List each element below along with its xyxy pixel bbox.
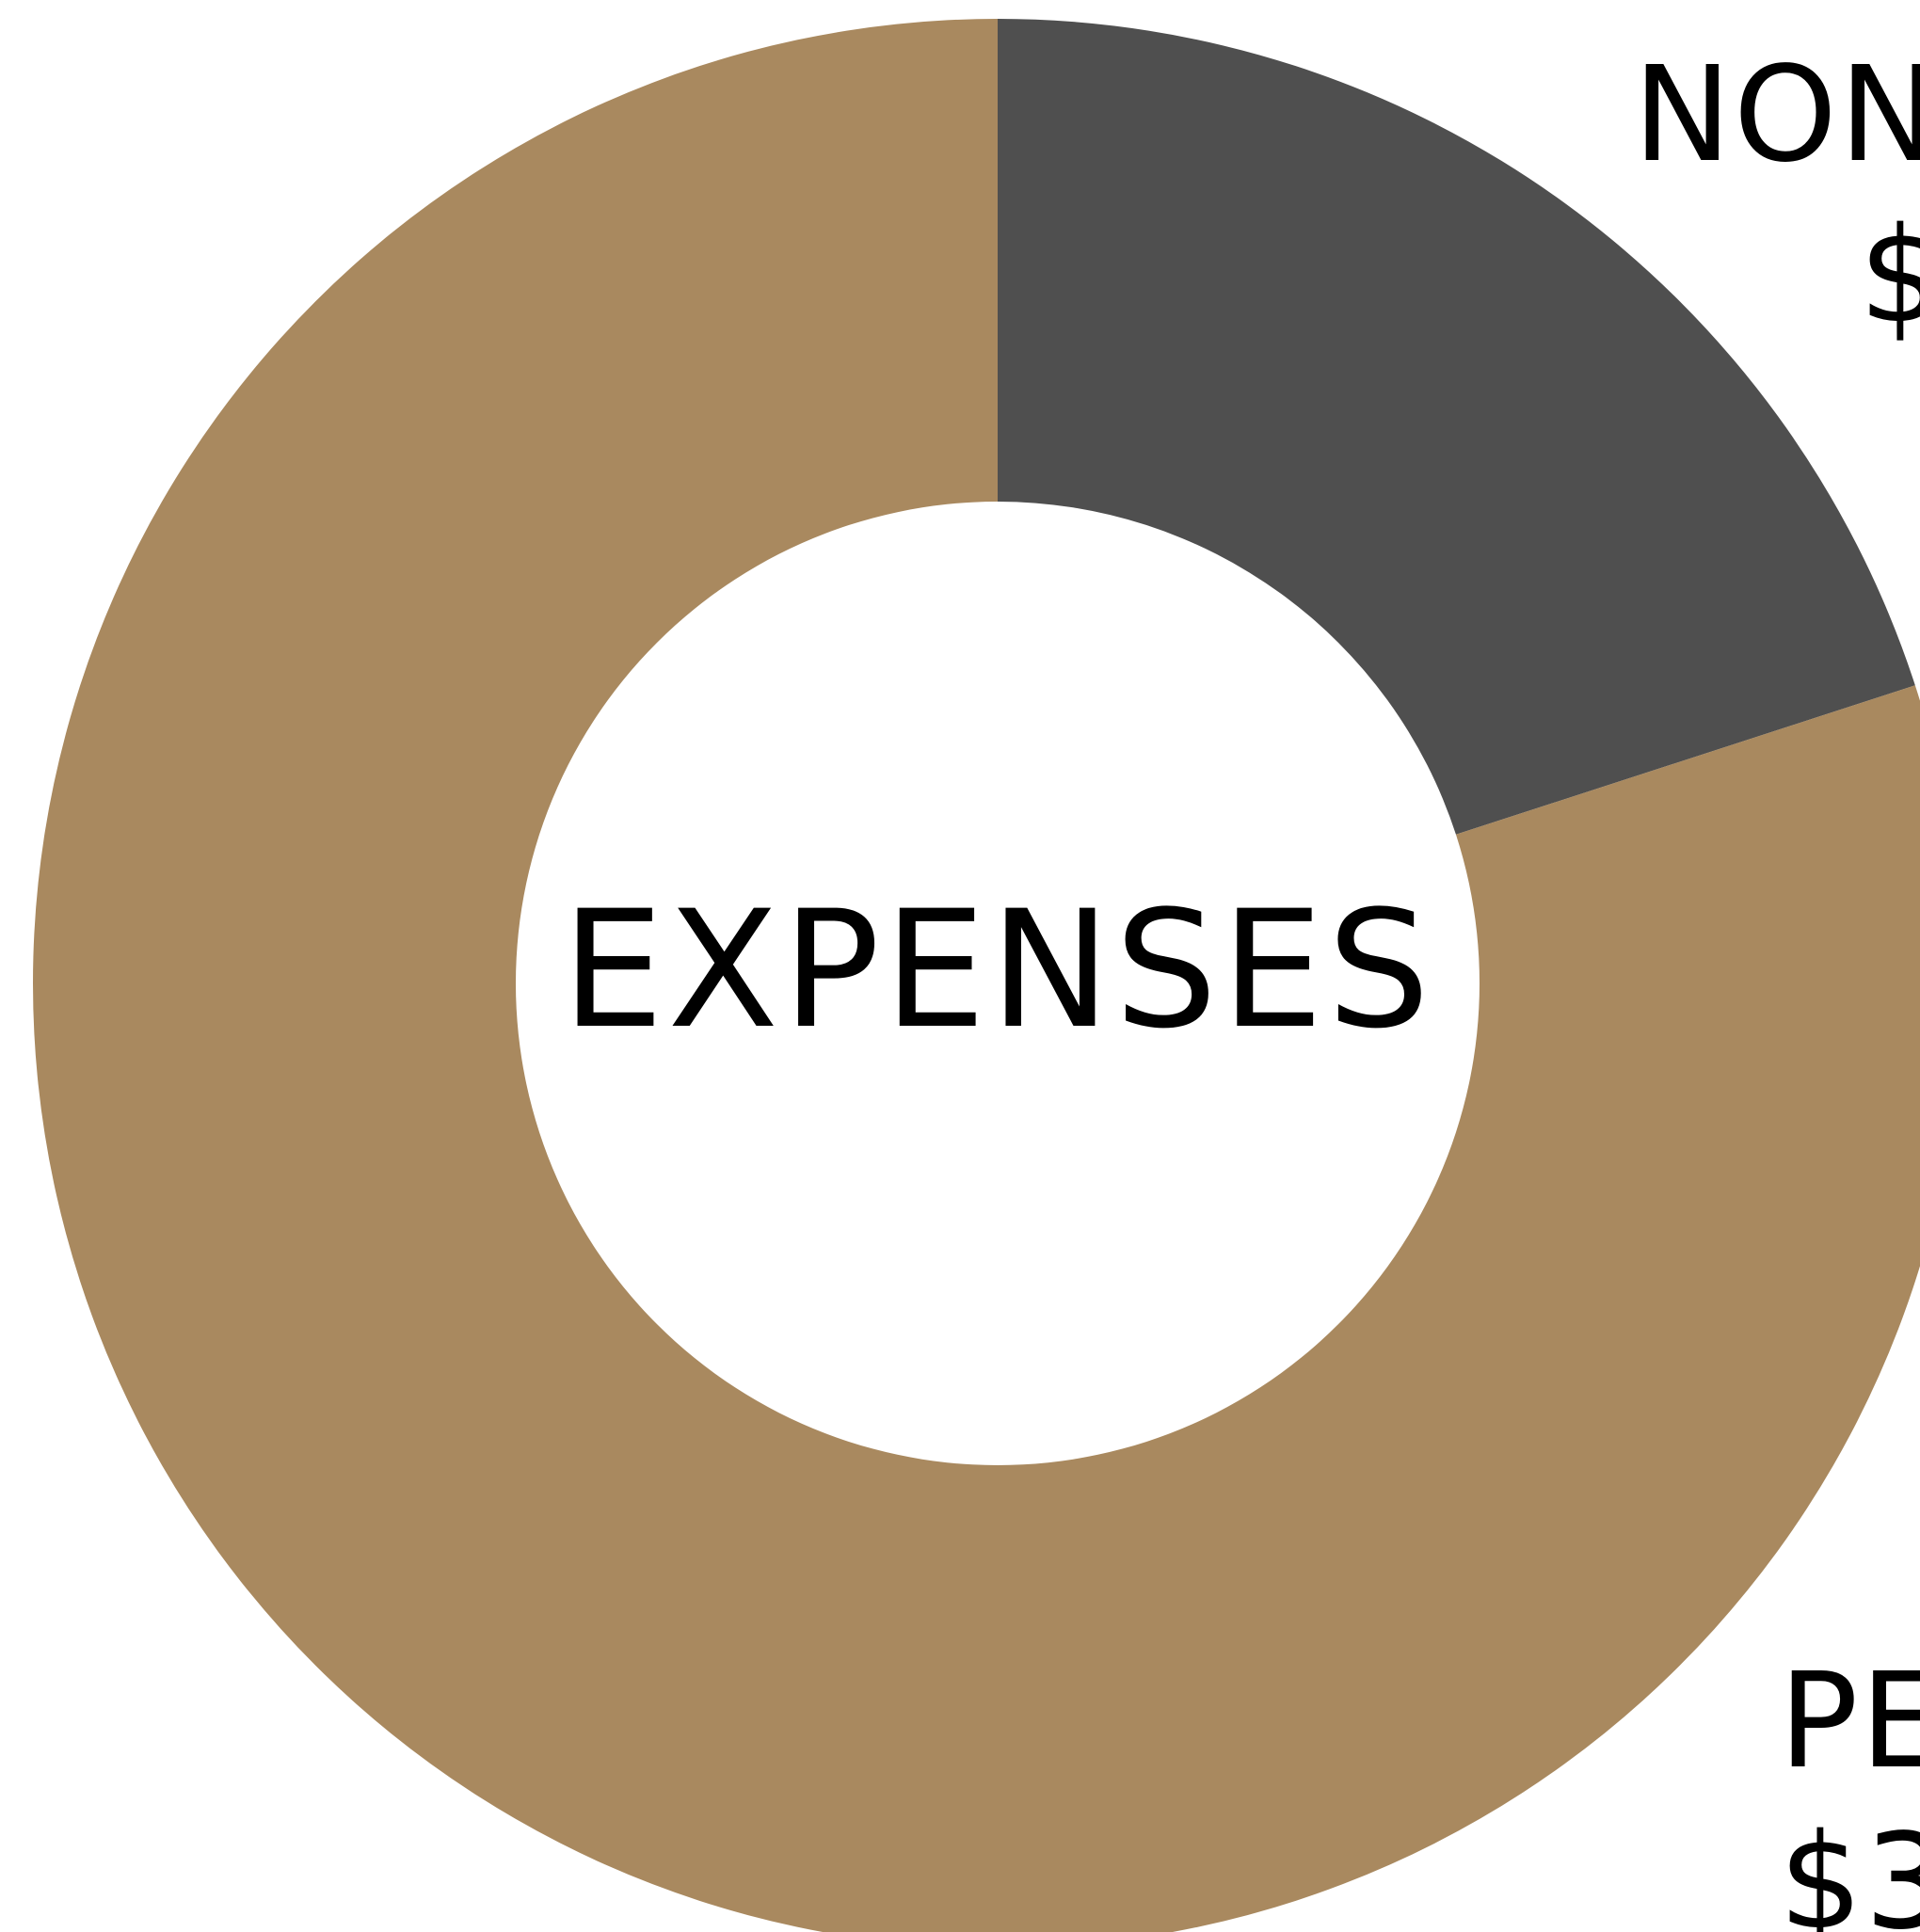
slice-label-nonpersonnel-value: $ (1859, 199, 1920, 353)
donut-slice-personnel (33, 19, 1920, 1932)
slice-label-nonpersonnel-name: NON (1633, 39, 1920, 192)
slice-label-personnel-value: $3 (1779, 1805, 1920, 1932)
slice-label-nonpersonnel: NON $ (1633, 36, 1920, 358)
slice-label-personnel: PE $3 (1779, 1642, 1920, 1932)
donut-slice-nonpersonnel (998, 19, 1915, 835)
slice-label-personnel-name: PE (1779, 1645, 1920, 1798)
donut-center-label: EXPENSES (561, 875, 1434, 1064)
